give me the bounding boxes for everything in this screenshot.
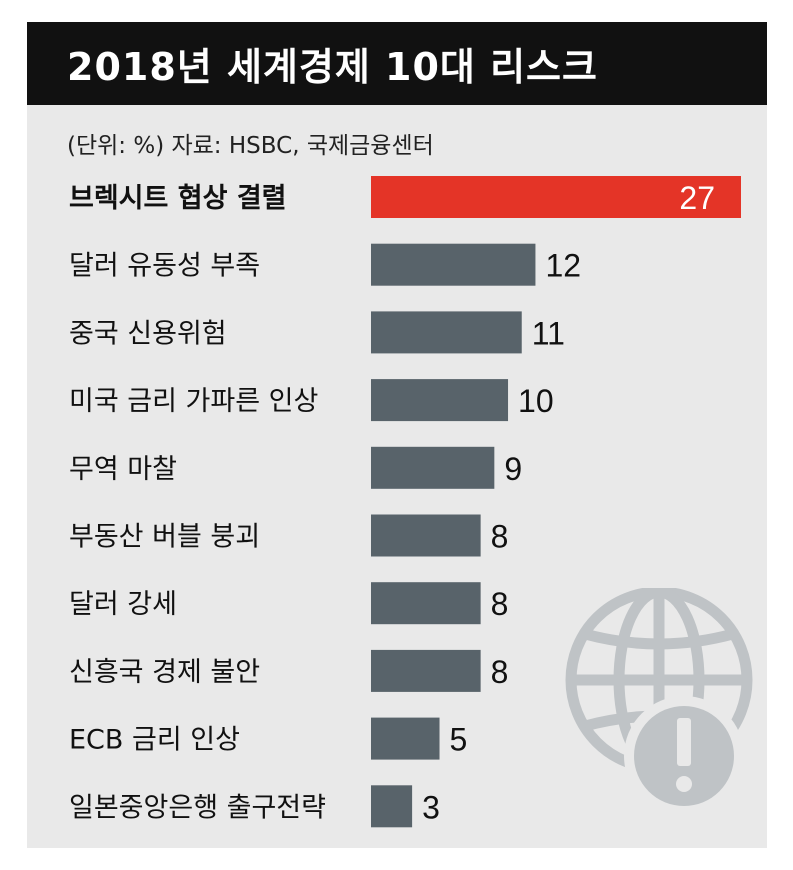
value-label: 10: [518, 383, 554, 419]
category-label: 브렉시트 협상 결렬: [69, 183, 287, 214]
bar: [371, 446, 495, 489]
globe-warning-illustration: [565, 588, 753, 816]
category-label: 부동산 버블 붕괴: [69, 522, 260, 553]
bar: [371, 514, 481, 557]
source-note: (단위: %) 자료: HSBC, 국제금융센터: [67, 133, 434, 159]
value-label: 11: [532, 315, 565, 351]
bar: [371, 717, 440, 760]
title-bar: 2018년 세계경제 10대 리스크: [27, 22, 767, 105]
value-label: 8: [491, 519, 509, 555]
category-label: 일본중앙은행 출구전략: [69, 792, 326, 823]
bar: [371, 649, 481, 692]
value-label: 9: [504, 451, 522, 487]
chart-title: 2018년 세계경제 10대 리스크: [67, 45, 598, 89]
infographic-card: 2018년 세계경제 10대 리스크 (단위: %) 자료: HSBC, 국제금…: [27, 22, 767, 848]
category-label: 무역 마찰: [69, 454, 177, 485]
category-label: 미국 금리 가파른 인상: [69, 386, 318, 417]
value-label: 3: [422, 789, 440, 825]
bar: [371, 379, 509, 422]
value-label: 8: [491, 586, 509, 622]
bar-chart: 브렉시트 협상 결렬 27 달러 유동성 부족 12 중국 신용위험 11 미국 금리 가파…: [69, 176, 741, 828]
value-label: 5: [450, 722, 468, 758]
category-label: 달러 강세: [69, 589, 177, 620]
value-label: 8: [491, 654, 509, 690]
value-label: 27: [679, 180, 715, 216]
bar: [371, 176, 741, 218]
bar: [371, 785, 413, 828]
category-label: ECB 금리 인상: [69, 725, 240, 756]
category-label: 중국 신용위험: [69, 318, 227, 349]
category-label: 신흥국 경제 불안: [69, 657, 260, 688]
value-label: 12: [545, 248, 581, 284]
bar: [371, 243, 536, 286]
category-label: 달러 유동성 부족: [69, 251, 260, 282]
warning-icon: [624, 696, 744, 816]
bar: [371, 582, 481, 625]
bar: [371, 311, 522, 354]
